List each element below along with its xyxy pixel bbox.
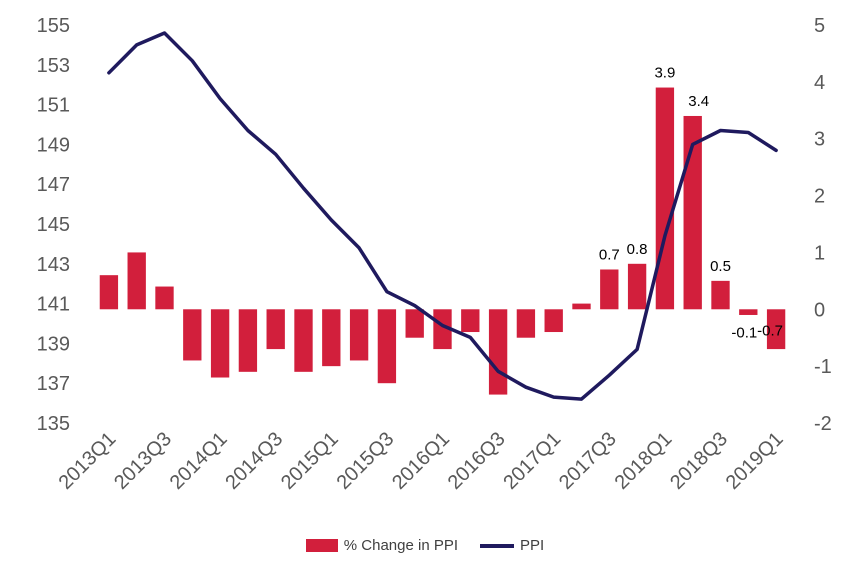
y-right-tick-label: 4 bbox=[814, 72, 825, 94]
legend: % Change in PPI PPI bbox=[0, 537, 850, 554]
legend-item-ppi: PPI bbox=[480, 537, 544, 554]
y-left-tick-label: 141 bbox=[37, 294, 70, 316]
data-label: -0.7 bbox=[757, 322, 783, 339]
bar-pct-change bbox=[266, 309, 285, 350]
bar-pct-change bbox=[349, 309, 369, 361]
y-left-tick-label: 135 bbox=[37, 413, 70, 435]
bar-pct-change bbox=[739, 309, 758, 315]
legend-swatch-line bbox=[480, 543, 515, 548]
bar-pct-change bbox=[155, 286, 174, 310]
bar-pct-change bbox=[238, 309, 258, 372]
bar-pct-change bbox=[210, 309, 230, 378]
x-tick-label: 2013Q3 bbox=[110, 428, 176, 494]
chart-canvas: 155 153 151 149 147 145 143 141 139 137 135 5 4 3 2 1 0 -… bbox=[37, 15, 832, 494]
x-tick-label: 2014Q3 bbox=[221, 428, 287, 494]
legend-swatch-bar bbox=[305, 539, 338, 552]
bar-pct-change bbox=[127, 252, 146, 310]
legend-item-pct-change: % Change in PPI bbox=[305, 537, 459, 554]
bar-pct-change bbox=[377, 309, 397, 384]
x-tick-label: 2017Q1 bbox=[499, 428, 565, 494]
line-ppi bbox=[107, 31, 778, 401]
bar-pct-change bbox=[433, 309, 452, 350]
y-right-tick-label: 3 bbox=[814, 129, 825, 151]
y-left-tick-label: 143 bbox=[37, 254, 70, 276]
y-right-tick-label: -1 bbox=[814, 356, 832, 378]
x-tick-label: 2018Q1 bbox=[611, 428, 677, 494]
x-tick-label: 2018Q3 bbox=[666, 428, 732, 494]
y-left-tick-label: 149 bbox=[37, 134, 70, 156]
bar-pct-change bbox=[766, 309, 786, 350]
data-label: -0.1 bbox=[731, 324, 757, 341]
y-right-tick-label: 5 bbox=[814, 15, 825, 37]
bar-pct-change bbox=[488, 309, 508, 395]
x-tick-label: 2015Q1 bbox=[277, 428, 343, 494]
data-label: 0.5 bbox=[710, 258, 731, 275]
bar-pct-change bbox=[183, 309, 202, 361]
y-right-tick-label: -2 bbox=[814, 413, 832, 435]
data-label: 0.7 bbox=[599, 246, 620, 263]
y-right-tick-label: 0 bbox=[814, 299, 825, 321]
x-tick-label: 2017Q3 bbox=[555, 428, 621, 494]
x-tick-label: 2014Q1 bbox=[166, 428, 232, 494]
data-label: 3.4 bbox=[688, 93, 709, 110]
y-left-tick-label: 139 bbox=[37, 333, 70, 355]
y-left-tick-label: 147 bbox=[37, 174, 70, 196]
x-tick-label: 2016Q1 bbox=[388, 428, 454, 494]
y-left-tick-label: 137 bbox=[37, 373, 70, 395]
x-tick-label: 2013Q1 bbox=[55, 428, 121, 494]
x-tick-label: 2016Q3 bbox=[444, 428, 510, 494]
bar-pct-change bbox=[572, 303, 591, 310]
bar-pct-change bbox=[99, 275, 119, 310]
data-label: 3.9 bbox=[654, 65, 675, 82]
bar-pct-change bbox=[461, 309, 480, 333]
y-left-tick-label: 151 bbox=[37, 95, 70, 117]
y-left-tick-label: 155 bbox=[37, 15, 70, 37]
x-tick-label: 2019Q1 bbox=[722, 428, 788, 494]
bar-pct-change bbox=[655, 87, 675, 310]
y-right-tick-label: 1 bbox=[814, 242, 825, 264]
bar-pct-change bbox=[294, 309, 313, 372]
bar-pct-change bbox=[711, 280, 730, 310]
y-right-tick-label: 2 bbox=[814, 186, 825, 208]
bar-pct-change bbox=[544, 309, 563, 333]
y-left-tick-label: 145 bbox=[37, 214, 70, 236]
bar-pct-change bbox=[600, 269, 619, 310]
data-label: 0.8 bbox=[627, 241, 648, 258]
bar-pct-change bbox=[627, 263, 647, 310]
bar-pct-change bbox=[516, 309, 536, 338]
y-left-tick-label: 153 bbox=[37, 55, 70, 77]
x-tick-label: 2015Q3 bbox=[333, 428, 399, 494]
bar-pct-change bbox=[405, 309, 424, 338]
bar-pct-change bbox=[322, 309, 341, 367]
legend-label-pct-change: % Change in PPI bbox=[343, 537, 459, 554]
legend-label-ppi: PPI bbox=[520, 537, 545, 554]
